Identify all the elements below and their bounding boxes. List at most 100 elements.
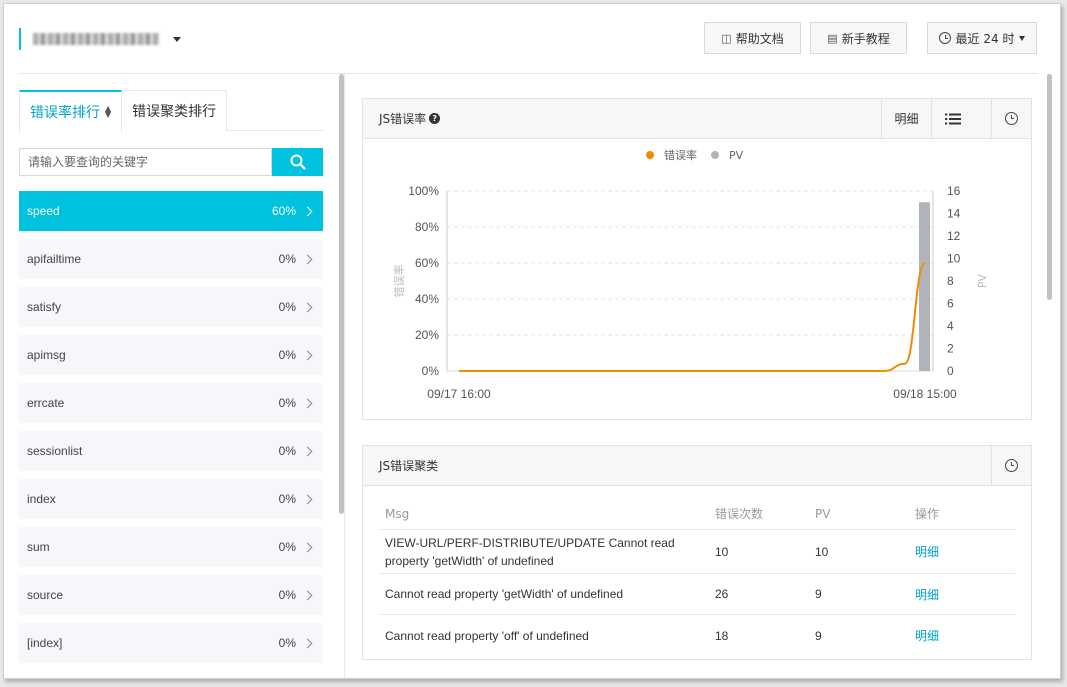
ranking-list: speed 60% apifailtime 0% satisfy 0% apim… — [19, 191, 323, 663]
cell-msg: VIEW-URL/PERF-DISTRIBUTE/UPDATE Cannot r… — [385, 535, 675, 568]
list-item[interactable]: sum 0% — [19, 527, 323, 567]
search-button[interactable] — [272, 148, 323, 176]
detail-button[interactable]: 明细 — [881, 98, 931, 139]
list-item[interactable]: source 0% — [19, 575, 323, 615]
card-header: JS错误率 ? 明细 — [363, 98, 1031, 139]
item-name: [index] — [27, 636, 63, 650]
card-title: JS错误聚类 — [363, 457, 991, 474]
y2-axis-label: PV — [976, 273, 989, 288]
y2-tick-label: 2 — [947, 342, 954, 356]
item-percent: 0% — [278, 348, 296, 362]
list-icon — [944, 113, 961, 124]
help-icon[interactable]: ? — [429, 113, 441, 124]
table-header: Msg 错误次数 PV 操作 — [379, 498, 1015, 530]
item-name: sum — [27, 540, 50, 554]
tab-error-rate-ranking[interactable]: 错误率排行 ▲ ▼ — [19, 90, 123, 132]
search-input[interactable] — [19, 148, 272, 176]
ranking-tabs: 错误率排行 ▲ ▼ 错误聚类排行 — [19, 90, 323, 132]
chart-legend: 错误率 PV — [646, 147, 757, 163]
item-percent: 0% — [278, 540, 296, 554]
film-icon: ▤ — [827, 31, 838, 45]
item-name: source — [27, 588, 64, 602]
chevron-right-icon — [302, 542, 313, 552]
cell-pv: 9 — [815, 587, 822, 601]
chevron-right-icon — [302, 206, 313, 216]
chevron-right-icon — [302, 590, 313, 600]
col-count: 错误次数 — [715, 507, 764, 521]
y2-tick-label: 0 — [947, 364, 954, 378]
app-selector[interactable] — [19, 28, 181, 50]
legend-dot — [646, 151, 654, 159]
y-tick-label: 20% — [415, 328, 439, 342]
cell-msg: Cannot read property 'off' of undefined — [385, 628, 589, 643]
tutorial-label: 新手教程 — [841, 31, 890, 46]
y-tick-label: 100% — [408, 184, 439, 198]
cell-pv: 10 — [815, 544, 829, 559]
cell-count: 18 — [715, 628, 729, 643]
x-tick-label: 09/18 15:00 — [893, 387, 957, 401]
right-scrollbar[interactable] — [1047, 74, 1052, 300]
list-item[interactable]: satisfy 0% — [19, 287, 323, 327]
list-item[interactable]: apimsg 0% — [19, 335, 323, 375]
item-percent: 0% — [278, 492, 296, 506]
item-percent: 60% — [271, 204, 296, 218]
time-range-label: 最近 24 时 — [955, 31, 1015, 46]
time-button[interactable] — [991, 445, 1031, 486]
item-percent: 0% — [278, 396, 296, 410]
y2-tick-label: 10 — [947, 252, 961, 266]
card-title-text: JS错误率 — [379, 112, 427, 126]
list-item[interactable]: sessionlist 0% — [19, 431, 323, 471]
y2-tick-label: 16 — [947, 184, 961, 198]
list-item[interactable]: apifailtime 0% — [19, 239, 323, 279]
chevron-right-icon — [302, 494, 313, 504]
time-range-dropdown[interactable]: 最近 24 时 — [927, 22, 1037, 54]
redacted-app-name — [33, 33, 159, 45]
search-icon — [290, 154, 306, 170]
header-spacer — [973, 99, 991, 139]
detail-link[interactable]: 明细 — [915, 629, 940, 643]
help-docs-button[interactable]: ◫ 帮助文档 — [704, 22, 801, 54]
help-docs-label: 帮助文档 — [735, 31, 784, 46]
col-action: 操作 — [915, 507, 940, 521]
legend-item-pv[interactable]: PV — [711, 149, 743, 162]
y-axis-label: 错误率 — [392, 265, 406, 298]
item-percent: 0% — [278, 300, 296, 314]
sort-icon[interactable]: ▲ ▼ — [105, 104, 112, 119]
error-cluster-card: JS错误聚类 Msg 错误次数 PV 操作 VIEW-URL/PERF-DIST… — [362, 445, 1032, 660]
detail-link[interactable]: 明细 — [915, 545, 940, 559]
clock-icon — [938, 32, 951, 44]
chevron-down-icon — [173, 36, 181, 42]
detail-link[interactable]: 明细 — [915, 587, 940, 602]
panel-divider — [344, 74, 345, 678]
time-button[interactable] — [991, 98, 1031, 139]
legend-item-error-rate[interactable]: 错误率 — [646, 147, 697, 163]
search-bar — [19, 148, 323, 176]
list-view-button[interactable] — [931, 98, 973, 139]
list-item[interactable]: [index] 0% — [19, 623, 323, 663]
list-item[interactable]: speed 60% — [19, 191, 323, 231]
col-msg: Msg — [385, 506, 410, 521]
error-rate-line — [458, 262, 926, 373]
item-name: speed — [27, 204, 60, 218]
list-item[interactable]: errcate 0% — [19, 383, 323, 423]
y2-tick-label: 6 — [947, 297, 954, 311]
left-scrollbar[interactable] — [339, 74, 344, 514]
tab-error-cluster-ranking[interactable]: 错误聚类排行 — [122, 90, 228, 131]
header-divider — [19, 73, 1038, 74]
y2-tick-label: 14 — [947, 207, 961, 221]
item-name: sessionlist — [27, 444, 83, 458]
item-name: apifailtime — [27, 252, 82, 266]
list-item[interactable]: index 0% — [19, 479, 323, 519]
pv-bar — [919, 202, 930, 371]
item-name: index — [27, 492, 56, 506]
cluster-table: Msg 错误次数 PV 操作 VIEW-URL/PERF-DISTRIBUTE/… — [379, 498, 1015, 656]
chevron-right-icon — [302, 350, 313, 360]
item-percent: 0% — [278, 444, 296, 458]
tab-label: 错误率排行 — [30, 105, 100, 121]
error-rate-card: JS错误率 ? 明细 错误率 — [362, 98, 1032, 420]
card-header: JS错误聚类 — [363, 445, 1031, 486]
legend-label: PV — [729, 148, 744, 162]
tutorial-button[interactable]: ▤ 新手教程 — [810, 22, 907, 54]
chevron-right-icon — [302, 302, 313, 312]
item-percent: 0% — [278, 636, 296, 650]
